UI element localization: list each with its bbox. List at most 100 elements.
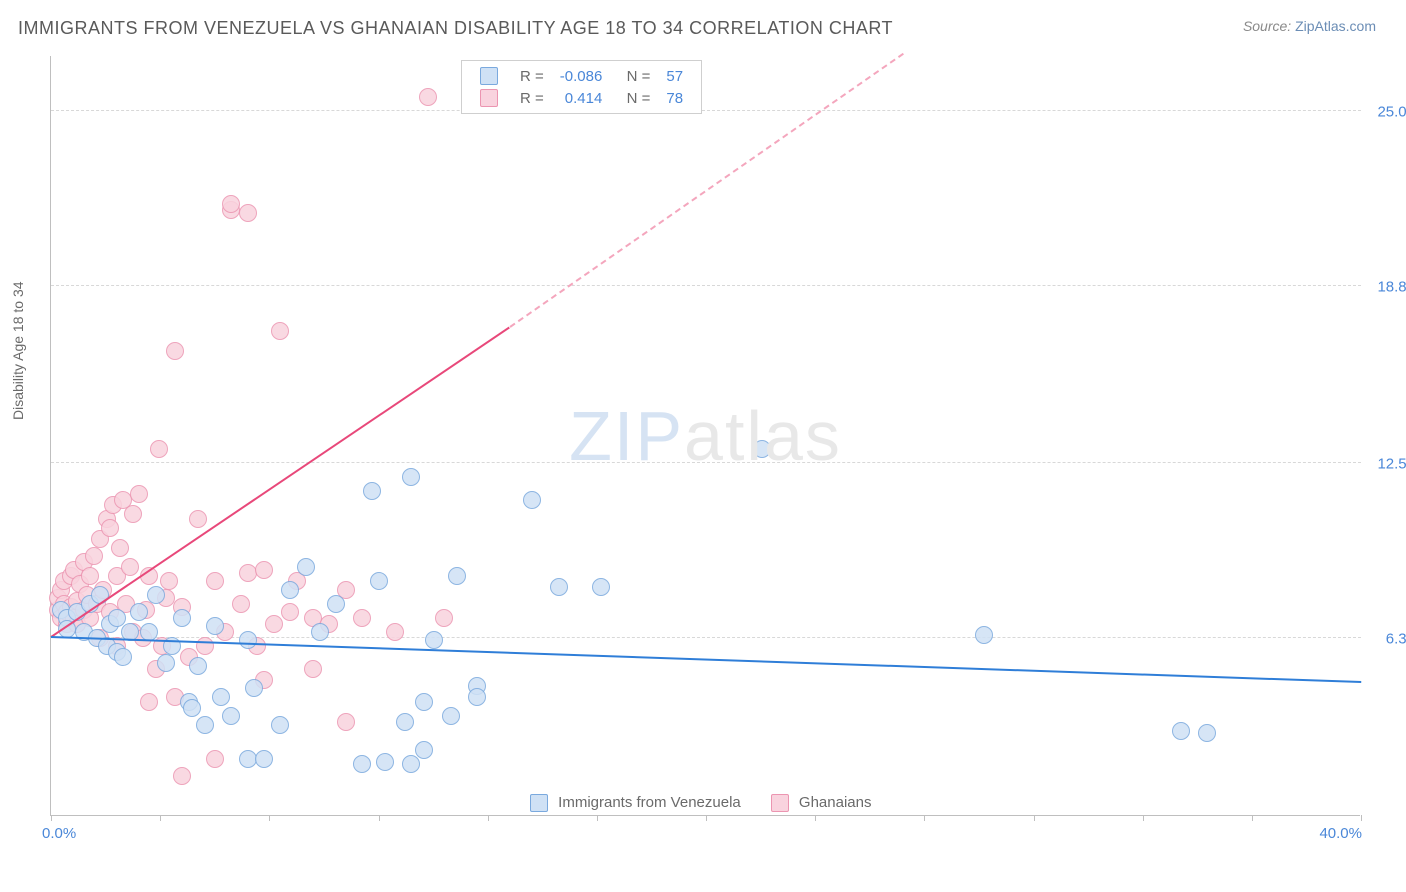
legend-n-value: 57 xyxy=(658,65,691,87)
data-point xyxy=(206,617,224,635)
data-point xyxy=(183,699,201,717)
watermark: ZIPatlas xyxy=(569,396,842,476)
gridline xyxy=(51,110,1361,111)
x-tick xyxy=(1034,815,1035,821)
data-point xyxy=(222,707,240,725)
x-tick xyxy=(597,815,598,821)
data-point xyxy=(121,558,139,576)
legend-swatch xyxy=(480,89,498,107)
data-point xyxy=(189,510,207,528)
data-point xyxy=(402,755,420,773)
x-tick xyxy=(160,815,161,821)
source-credit: Source: ZipAtlas.com xyxy=(1243,18,1376,34)
data-point xyxy=(396,713,414,731)
data-point xyxy=(166,342,184,360)
data-point xyxy=(370,572,388,590)
data-point xyxy=(592,578,610,596)
data-point xyxy=(255,750,273,768)
data-point xyxy=(550,578,568,596)
data-point xyxy=(265,615,283,633)
data-point xyxy=(124,505,142,523)
data-point xyxy=(297,558,315,576)
data-point xyxy=(111,539,129,557)
x-tick xyxy=(924,815,925,821)
data-point xyxy=(130,603,148,621)
data-point xyxy=(425,631,443,649)
data-point xyxy=(239,564,257,582)
data-point xyxy=(173,767,191,785)
legend-series-name: Ghanaians xyxy=(799,794,872,811)
data-point xyxy=(239,750,257,768)
x-tick xyxy=(488,815,489,821)
x-tick xyxy=(706,815,707,821)
data-point xyxy=(196,716,214,734)
data-point xyxy=(402,468,420,486)
legend-n-label: N = xyxy=(610,65,658,87)
data-point xyxy=(386,623,404,641)
x-axis-max-label: 40.0% xyxy=(1319,825,1362,842)
data-point xyxy=(448,567,466,585)
gridline xyxy=(51,462,1361,463)
legend-swatch xyxy=(480,67,498,85)
x-tick xyxy=(51,815,52,821)
x-tick xyxy=(815,815,816,821)
data-point xyxy=(415,693,433,711)
data-point xyxy=(212,688,230,706)
legend-r-label: R = xyxy=(512,65,552,87)
data-point xyxy=(376,753,394,771)
data-point xyxy=(353,755,371,773)
data-point xyxy=(337,713,355,731)
legend-r-value: -0.086 xyxy=(552,65,611,87)
y-tick-label: 12.5% xyxy=(1377,456,1406,473)
x-axis-min-label: 0.0% xyxy=(42,825,76,842)
scatter-chart: ZIPatlas R =-0.086 N =57 R =0.414 N =78 0… xyxy=(50,56,1360,816)
data-point xyxy=(196,637,214,655)
data-point xyxy=(281,581,299,599)
data-point xyxy=(239,631,257,649)
legend-n-label: N = xyxy=(610,87,658,109)
data-point xyxy=(245,679,263,697)
data-point xyxy=(419,88,437,106)
data-point xyxy=(353,609,371,627)
legend-item: Immigrants from Venezuela xyxy=(530,794,741,812)
legend-swatch xyxy=(530,794,548,812)
data-point xyxy=(147,586,165,604)
chart-title: IMMIGRANTS FROM VENEZUELA VS GHANAIAN DI… xyxy=(18,18,893,39)
source-link[interactable]: ZipAtlas.com xyxy=(1295,18,1376,34)
data-point xyxy=(311,623,329,641)
data-point xyxy=(442,707,460,725)
x-tick xyxy=(269,815,270,821)
correlation-legend: R =-0.086 N =57 R =0.414 N =78 xyxy=(461,60,702,114)
data-point xyxy=(206,750,224,768)
series-legend: Immigrants from Venezuela Ghanaians xyxy=(530,794,871,812)
data-point xyxy=(222,195,240,213)
data-point xyxy=(255,561,273,579)
data-point xyxy=(753,440,771,458)
x-tick xyxy=(379,815,380,821)
data-point xyxy=(160,572,178,590)
legend-swatch xyxy=(771,794,789,812)
data-point xyxy=(232,595,250,613)
data-point xyxy=(415,741,433,759)
data-point xyxy=(304,660,322,678)
data-point xyxy=(206,572,224,590)
data-point xyxy=(150,440,168,458)
data-point xyxy=(173,609,191,627)
data-point xyxy=(239,204,257,222)
legend-n-value: 78 xyxy=(658,87,691,109)
x-tick xyxy=(1361,815,1362,821)
data-point xyxy=(468,688,486,706)
legend-r-label: R = xyxy=(512,87,552,109)
data-point xyxy=(281,603,299,621)
y-tick-label: 18.8% xyxy=(1377,278,1406,295)
data-point xyxy=(189,657,207,675)
data-point xyxy=(1198,724,1216,742)
trend-line xyxy=(51,636,1361,683)
legend-r-value: 0.414 xyxy=(552,87,611,109)
data-point xyxy=(327,595,345,613)
x-tick xyxy=(1143,815,1144,821)
data-point xyxy=(101,519,119,537)
data-point xyxy=(435,609,453,627)
data-point xyxy=(140,693,158,711)
gridline xyxy=(51,285,1361,286)
